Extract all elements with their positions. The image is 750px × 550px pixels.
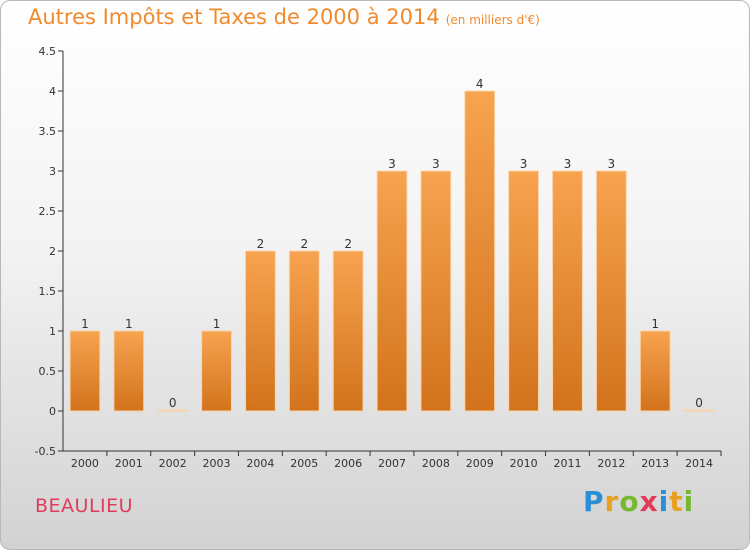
bar-value-label: 2 bbox=[300, 237, 308, 251]
x-tick-label: 2012 bbox=[597, 457, 625, 470]
bar-value-label: 3 bbox=[608, 157, 616, 171]
logo-letter: o bbox=[619, 485, 640, 518]
bar bbox=[464, 90, 496, 412]
y-tick-label: 2 bbox=[49, 245, 56, 258]
bar-value-label: 1 bbox=[213, 317, 221, 331]
bar bbox=[552, 170, 583, 412]
bar bbox=[113, 330, 145, 412]
bar-value-label: 0 bbox=[169, 396, 177, 410]
bar bbox=[157, 409, 189, 412]
bar bbox=[420, 170, 452, 412]
bar bbox=[69, 330, 101, 412]
x-tick-label: 2000 bbox=[71, 457, 99, 470]
logo-letter: x bbox=[639, 485, 659, 518]
logo-letter: P bbox=[583, 485, 605, 518]
x-tick-label: 2010 bbox=[510, 457, 538, 470]
logo-letter: t bbox=[669, 485, 684, 518]
logo-letter: i bbox=[683, 485, 695, 518]
x-tick-label: 2008 bbox=[422, 457, 450, 470]
bar-value-label: 3 bbox=[564, 157, 572, 171]
bar bbox=[244, 250, 276, 412]
bar bbox=[288, 250, 320, 412]
proxiti-logo: Proxiti bbox=[583, 485, 694, 518]
y-tick-label: 3 bbox=[49, 165, 56, 178]
chart-title: Autres Impôts et Taxes de 2000 à 2014 (en… bbox=[28, 5, 540, 29]
bar-value-label: 4 bbox=[476, 77, 484, 91]
bar bbox=[683, 409, 715, 412]
bar-value-label: 1 bbox=[651, 317, 659, 331]
logo-letter: i bbox=[658, 485, 670, 518]
logo-letter: r bbox=[604, 485, 620, 518]
bar bbox=[376, 170, 408, 412]
y-tick-label: 4 bbox=[49, 85, 56, 98]
chart-title-text: Autres Impôts et Taxes de 2000 à 2014 bbox=[28, 5, 440, 29]
bar-value-label: 3 bbox=[388, 157, 396, 171]
y-tick-label: 3.5 bbox=[39, 125, 57, 138]
bar-value-label: 0 bbox=[695, 396, 703, 410]
y-tick-label: -0.5 bbox=[35, 445, 56, 458]
bar bbox=[639, 330, 671, 412]
x-tick-label: 2004 bbox=[246, 457, 274, 470]
x-tick-label: 2005 bbox=[290, 457, 318, 470]
x-tick-label: 2014 bbox=[685, 457, 713, 470]
bar-value-label: 2 bbox=[344, 237, 352, 251]
bar-value-label: 2 bbox=[257, 237, 265, 251]
x-tick-label: 2007 bbox=[378, 457, 406, 470]
bar bbox=[332, 250, 364, 412]
x-tick-label: 2003 bbox=[203, 457, 231, 470]
bar-value-label: 1 bbox=[125, 317, 133, 331]
y-tick-label: 1.5 bbox=[39, 285, 57, 298]
bar bbox=[595, 170, 627, 412]
x-tick-label: 2001 bbox=[115, 457, 143, 470]
y-tick-label: 1 bbox=[49, 325, 56, 338]
bar-value-label: 1 bbox=[81, 317, 89, 331]
y-tick-label: 0 bbox=[49, 405, 56, 418]
chart-subtitle: (en milliers d'€) bbox=[445, 13, 540, 27]
x-tick-label: 2011 bbox=[553, 457, 581, 470]
x-tick-label: 2006 bbox=[334, 457, 362, 470]
y-tick-label: 0.5 bbox=[39, 365, 57, 378]
bar-value-label: 3 bbox=[432, 157, 440, 171]
y-tick-label: 4.5 bbox=[39, 45, 57, 58]
x-tick-label: 2009 bbox=[466, 457, 494, 470]
x-tick-label: 2013 bbox=[641, 457, 669, 470]
bar bbox=[201, 330, 232, 412]
bar-value-label: 3 bbox=[520, 157, 528, 171]
y-tick-label: 2.5 bbox=[39, 205, 57, 218]
bar bbox=[508, 170, 540, 412]
x-tick-label: 2002 bbox=[159, 457, 187, 470]
location-name: BEAULIEU bbox=[35, 495, 134, 517]
